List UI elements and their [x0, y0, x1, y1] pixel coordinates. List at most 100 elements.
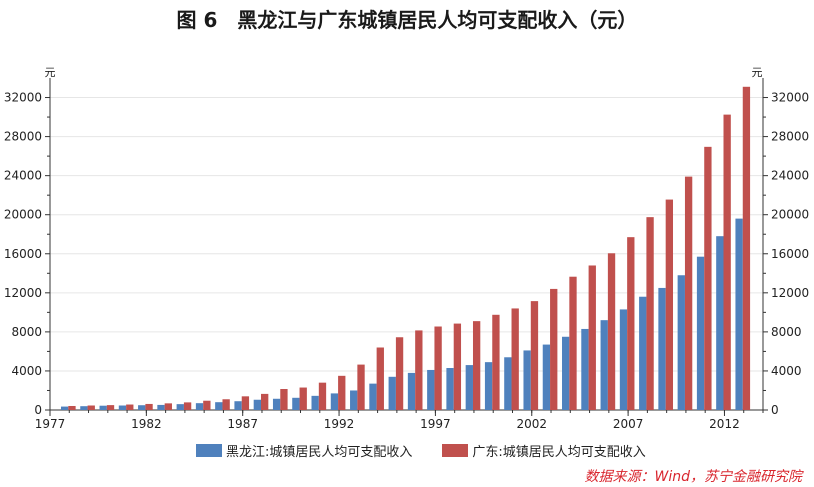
legend-label-guangdong: 广东:城镇居民人均可支配收入	[472, 445, 646, 460]
y-tick-label-right: 28000	[771, 130, 809, 144]
bar-guangdong-1986	[222, 399, 230, 410]
bar-guangdong-1996	[415, 330, 423, 410]
x-tick-label: 2012	[709, 417, 740, 431]
bar-guangdong-1989	[280, 389, 288, 410]
bar-guangdong-1984	[183, 402, 192, 410]
bar-heilongjiang-2011	[696, 256, 705, 410]
bar-guangdong-1999	[472, 321, 481, 410]
legend-swatch-guangdong	[442, 444, 469, 457]
bar-guangdong-2005	[588, 265, 596, 410]
bar-guangdong-2007	[627, 237, 635, 410]
y-tick-label-left: 20000	[4, 208, 42, 222]
bar-heilongjiang-1984	[176, 404, 184, 410]
bar-heilongjiang-1981	[118, 405, 127, 410]
y-tick-label-right: 24000	[771, 169, 809, 183]
bar-guangdong-1995	[395, 337, 404, 410]
bar-heilongjiang-1999	[465, 365, 473, 410]
x-tick-label: 1987	[227, 417, 258, 431]
bar-guangdong-1987	[241, 396, 250, 410]
bar-heilongjiang-2012	[716, 236, 724, 410]
bar-heilongjiang-1998	[446, 368, 454, 410]
bar-heilongjiang-2004	[562, 336, 570, 410]
y-tick-label-left: 0	[34, 403, 42, 417]
legend-label-heilongjiang: 黑龙江:城镇居民人均可支配收入	[226, 445, 413, 460]
legend-item-heilongjiang: 黑龙江:城镇居民人均可支配收入	[196, 441, 412, 460]
y-tick-label-left: 28000	[4, 130, 42, 144]
legend-item-guangdong: 广东:城镇居民人均可支配收入	[442, 441, 646, 460]
bar-heilongjiang-2001	[504, 357, 512, 410]
bar-guangdong-1997	[434, 326, 442, 410]
x-tick-label: 1977	[35, 417, 66, 431]
bar-guangdong-1994	[376, 347, 384, 410]
x-tick-label: 1982	[131, 417, 162, 431]
bar-guangdong-1979	[87, 405, 95, 410]
bar-heilongjiang-1980	[99, 405, 107, 410]
bar-guangdong-2013	[742, 86, 751, 410]
bar-guangdong-1982	[145, 403, 153, 410]
y-tick-label-left: 4000	[11, 364, 42, 378]
y-tick-label-right: 8000	[771, 325, 802, 339]
bar-heilongjiang-2013	[735, 218, 743, 410]
bar-heilongjiang-1982	[138, 405, 146, 410]
bar-heilongjiang-2007	[619, 309, 628, 410]
bar-heilongjiang-1995	[388, 376, 396, 410]
bar-heilongjiang-2003	[542, 344, 551, 410]
y-tick-label-right: 0	[771, 403, 779, 417]
bar-heilongjiang-2005	[581, 328, 589, 410]
bar-heilongjiang-1997	[427, 369, 435, 410]
bar-guangdong-2000	[492, 314, 500, 410]
bar-heilongjiang-1978	[60, 406, 69, 410]
bar-heilongjiang-2010	[677, 275, 685, 410]
bar-heilongjiang-1987	[234, 401, 242, 410]
page-title: 图 6 黑龙江与广东城镇居民人均可支配收入（元）	[176, 8, 638, 32]
bar-heilongjiang-1983	[157, 404, 165, 410]
bar-heilongjiang-1985	[195, 403, 204, 410]
bar-guangdong-1990	[299, 387, 307, 410]
x-tick-label: 1992	[324, 417, 355, 431]
bar-guangdong-2010	[684, 176, 693, 410]
y-tick-label-left: 8000	[11, 325, 42, 339]
bar-guangdong-1993	[357, 364, 365, 410]
bar-guangdong-1983	[164, 403, 172, 410]
bar-guangdong-1985	[203, 400, 211, 410]
y-tick-label-right: 16000	[771, 247, 809, 261]
bar-heilongjiang-1990	[292, 397, 300, 410]
y-unit-right: 元	[752, 66, 763, 79]
bar-guangdong-1992	[338, 375, 346, 410]
y-tick-label-right: 32000	[771, 91, 809, 105]
bar-guangdong-2006	[607, 253, 616, 410]
y-tick-label-right: 4000	[771, 364, 802, 378]
source-note: 数据来源：Wind，苏宁金融研究院	[584, 469, 803, 485]
y-tick-label-left: 16000	[4, 247, 42, 261]
bar-heilongjiang-1986	[215, 402, 223, 410]
bar-guangdong-1991	[318, 382, 327, 410]
bar-guangdong-2002	[530, 301, 539, 410]
bar-heilongjiang-1991	[311, 395, 319, 410]
legend: 黑龙江:城镇居民人均可支配收入 广东:城镇居民人均可支配收入	[196, 441, 676, 460]
bar-guangdong-1988	[261, 393, 269, 410]
x-tick-label: 2007	[613, 417, 644, 431]
bar-guangdong-1981	[126, 404, 134, 410]
bar-heilongjiang-1993	[350, 390, 358, 410]
x-tick-label: 2002	[516, 417, 547, 431]
bar-guangdong-2012	[723, 114, 731, 410]
bar-heilongjiang-2006	[600, 320, 608, 410]
bar-heilongjiang-2000	[484, 362, 493, 410]
bar-guangdong-2003	[550, 288, 558, 410]
y-tick-label-left: 32000	[4, 91, 42, 105]
bar-guangdong-2001	[511, 308, 519, 410]
bar-guangdong-1978	[68, 405, 76, 410]
bar-heilongjiang-2009	[658, 287, 666, 410]
bar-heilongjiang-2002	[523, 350, 531, 410]
bar-guangdong-2004	[569, 276, 577, 410]
bar-guangdong-1980	[106, 405, 115, 410]
bar-heilongjiang-1979	[80, 406, 88, 410]
bar-heilongjiang-1988	[253, 399, 262, 410]
y-tick-label-right: 12000	[771, 286, 809, 300]
y-tick-label-left: 24000	[4, 169, 42, 183]
y-tick-label-left: 12000	[4, 286, 42, 300]
bar-heilongjiang-1989	[272, 398, 281, 410]
bar-heilongjiang-1992	[330, 393, 339, 410]
bar-heilongjiang-1996	[407, 372, 416, 410]
